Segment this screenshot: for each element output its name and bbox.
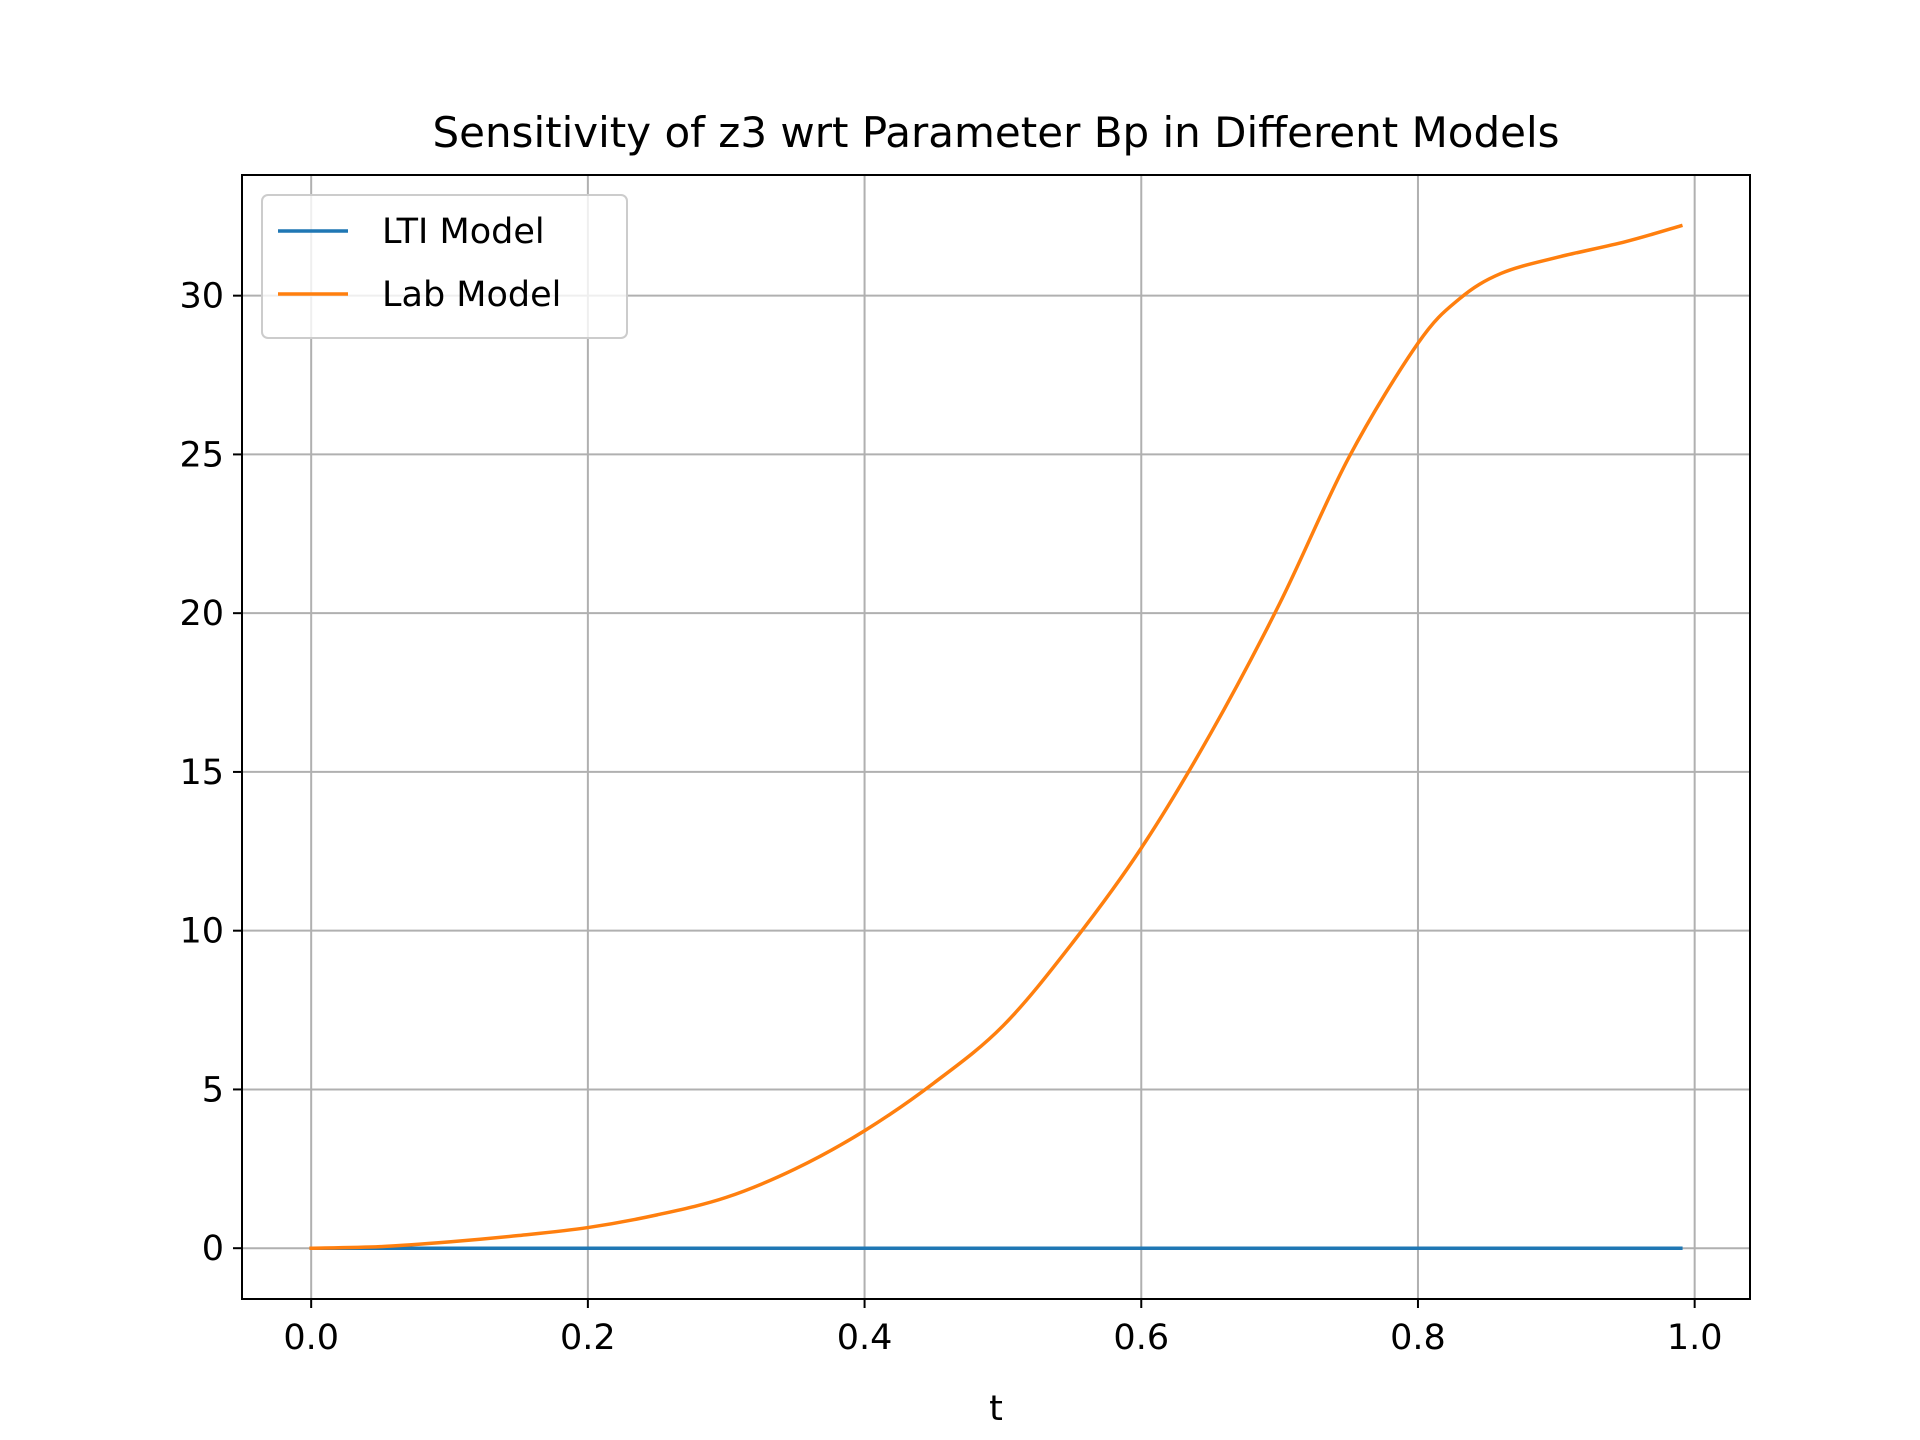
x-tick-label: 0.6 xyxy=(1113,1318,1169,1358)
y-tick-label: 20 xyxy=(179,594,224,634)
chart-title: Sensitivity of z3 wrt Parameter Bp in Di… xyxy=(432,108,1559,157)
series-lines xyxy=(309,223,1683,1250)
y-tick-label: 10 xyxy=(179,912,224,952)
axis-ticks: 0.0 0.2 0.4 0.6 0.8 1.0 0 5 10 15 20 25 30 xyxy=(179,277,1722,1358)
x-tick-label: 0.0 xyxy=(283,1318,339,1358)
y-tick-label: 25 xyxy=(179,435,224,475)
plot-frame xyxy=(241,174,1751,1300)
x-tick-label: 0.2 xyxy=(560,1318,616,1358)
legend: LTI Model Lab Model xyxy=(261,194,628,339)
x-tick-label: 0.8 xyxy=(1390,1318,1446,1358)
y-tick-label: 0 xyxy=(202,1229,224,1269)
legend-box xyxy=(261,194,628,339)
series-line-lab-model xyxy=(309,223,1683,1250)
y-tick-label: 15 xyxy=(179,753,224,793)
y-tick-label: 5 xyxy=(202,1070,224,1110)
x-tick-label: 1.0 xyxy=(1667,1318,1723,1358)
legend-label-lti-model: LTI Model xyxy=(382,212,545,252)
x-tick-label: 0.4 xyxy=(837,1318,893,1358)
legend-label-lab-model: Lab Model xyxy=(382,275,561,315)
grid xyxy=(242,175,1750,1299)
x-axis-title: t xyxy=(989,1389,1003,1429)
y-tick-label: 30 xyxy=(179,277,224,317)
